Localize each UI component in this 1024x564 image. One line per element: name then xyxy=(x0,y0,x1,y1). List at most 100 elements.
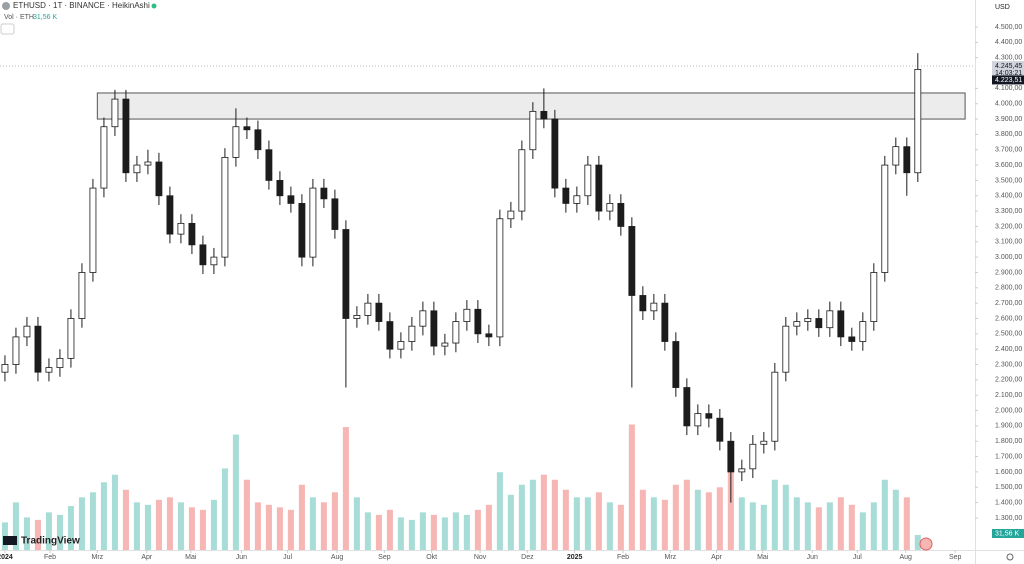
candle-body xyxy=(353,315,361,319)
settings-icon[interactable] xyxy=(1006,553,1014,561)
x-tick-label: Okt xyxy=(426,554,437,561)
candle-body xyxy=(496,218,504,338)
candle-body xyxy=(749,443,757,470)
volume-bar xyxy=(23,517,30,550)
volume-bar xyxy=(826,502,833,550)
y-tick-label: 3.100,00 xyxy=(995,239,1022,246)
volume-bar xyxy=(375,514,382,550)
x-tick-label: Sep xyxy=(378,554,391,561)
volume-bar xyxy=(529,479,536,550)
volume-bar xyxy=(199,509,206,550)
candle-body xyxy=(837,310,845,338)
candle-body xyxy=(848,336,856,342)
volume-bar xyxy=(67,506,74,550)
x-tick-label: Nov xyxy=(474,554,487,561)
volume-bar xyxy=(342,427,349,550)
candle-body xyxy=(628,226,636,296)
volume-layer xyxy=(1,424,921,550)
volume-bar xyxy=(881,479,888,550)
y-tick-label: 3.900,00 xyxy=(995,116,1022,123)
candle-body xyxy=(441,342,449,347)
y-tick-label: 2.900,00 xyxy=(995,269,1022,276)
volume-bar xyxy=(485,504,492,550)
flag-icon[interactable] xyxy=(919,537,933,551)
y-tick-label: 3.600,00 xyxy=(995,162,1022,169)
candle-body xyxy=(826,310,834,329)
x-tick-label: Aug xyxy=(331,554,344,561)
y-tick-label: 3.500,00 xyxy=(995,177,1022,184)
x-tick-label: Mrz xyxy=(665,554,677,561)
volume-bar xyxy=(452,512,459,550)
candle-body xyxy=(408,325,416,342)
close-price-tag xyxy=(992,75,1024,85)
volume-bar xyxy=(441,517,448,550)
volume-bar xyxy=(683,479,690,550)
volume-bar xyxy=(518,484,525,550)
candle-body xyxy=(177,222,185,235)
candle-body xyxy=(45,367,53,373)
candle-body xyxy=(694,413,702,427)
x-tick-label: Dez xyxy=(521,554,534,561)
candle-body xyxy=(529,110,537,151)
candle-body xyxy=(793,321,801,327)
volume-bar xyxy=(859,512,866,550)
volume-bar xyxy=(804,502,811,550)
y-tick-label: 4.500,00 xyxy=(995,24,1022,31)
candle-body xyxy=(122,98,130,174)
volume-bar xyxy=(573,497,580,550)
x-tick-label: Jun xyxy=(807,554,818,561)
volume-bar xyxy=(782,484,789,550)
candle-body xyxy=(430,310,438,347)
y-tick-label: 4.400,00 xyxy=(995,39,1022,46)
candle-body xyxy=(914,69,922,174)
volume-bar xyxy=(100,482,107,550)
volume-bar xyxy=(419,512,426,550)
countdown: 14:03:21 xyxy=(995,70,1022,77)
x-tick-label: Feb xyxy=(44,554,56,561)
candle-body xyxy=(551,118,559,189)
x-tick-label: Aug xyxy=(899,554,912,561)
candle-body xyxy=(331,198,339,230)
candle-body xyxy=(210,256,218,266)
candle-body xyxy=(870,272,878,322)
volume-bar xyxy=(694,489,701,550)
candle-body xyxy=(595,164,603,212)
volume-bar xyxy=(243,479,250,550)
candle-body xyxy=(287,195,295,204)
volume-bar xyxy=(793,497,800,550)
y-tick-label: 3.000,00 xyxy=(995,254,1022,261)
brand: TradingView xyxy=(21,536,80,547)
candle-body xyxy=(23,325,31,338)
volume-bar xyxy=(34,519,41,550)
volume-bar xyxy=(287,509,294,550)
candle-body xyxy=(166,195,174,235)
chart-title: ETHUSD · 1T · BINANCE · HeikinAshi xyxy=(13,1,150,10)
volume-bar xyxy=(397,517,404,550)
volume-bar xyxy=(914,534,921,550)
collapse-button[interactable] xyxy=(0,23,15,35)
brand-logo xyxy=(3,536,17,545)
volume-bar xyxy=(254,502,261,550)
candle-body xyxy=(672,341,680,388)
volume-bar xyxy=(507,494,514,550)
candle-body xyxy=(584,164,592,197)
y-tick-label: 2.500,00 xyxy=(995,331,1022,338)
candle-body xyxy=(232,126,240,158)
candle-body xyxy=(562,187,570,204)
candle-body xyxy=(320,187,328,200)
y-tick-label: 2.300,00 xyxy=(995,361,1022,368)
volume-bar xyxy=(463,514,470,550)
y-tick-label: 3.400,00 xyxy=(995,193,1022,200)
volume-tag xyxy=(992,529,1024,538)
volume-bar xyxy=(848,504,855,550)
volume-bar xyxy=(364,512,371,550)
volume-bar xyxy=(188,507,195,550)
y-tick-label: 3.800,00 xyxy=(995,131,1022,138)
close-price-label: 4.223,51 xyxy=(995,77,1022,84)
candle-body xyxy=(650,302,658,312)
candle-body xyxy=(309,187,317,258)
volume-tag-label: 31,56 K xyxy=(995,530,1019,537)
volume-bar xyxy=(760,504,767,550)
volume-bar xyxy=(265,504,272,550)
